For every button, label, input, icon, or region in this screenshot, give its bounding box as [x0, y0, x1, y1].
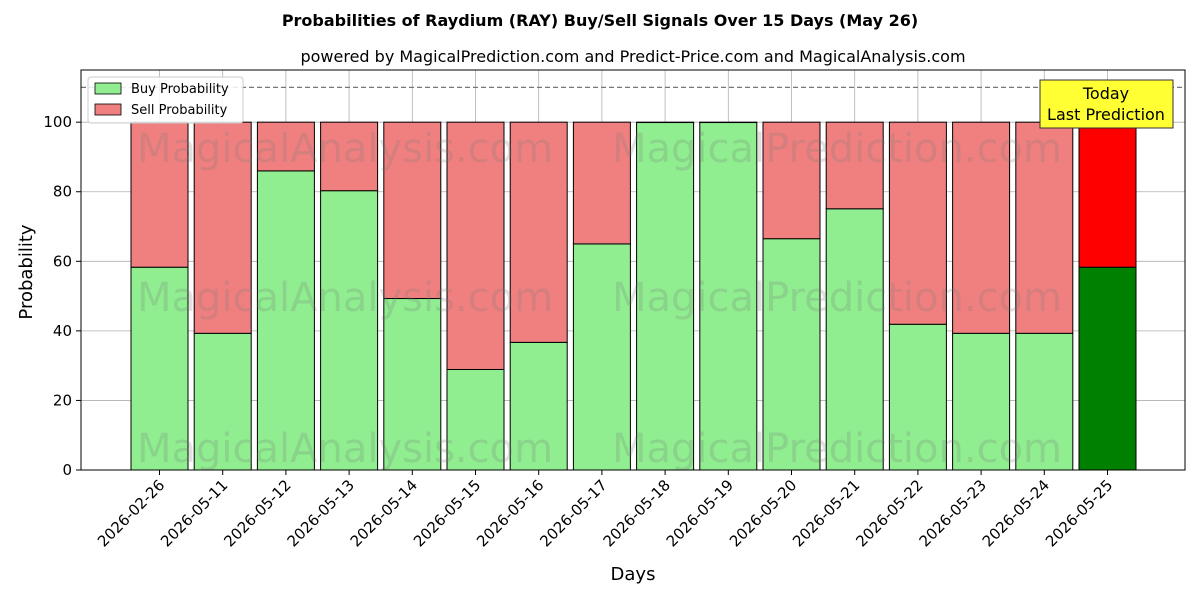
bar-buy	[320, 190, 379, 471]
legend-label-sell: Sell Probability	[131, 103, 228, 118]
x-tick-label: 2026-05-14	[347, 476, 421, 550]
x-tick-label: 2026-05-20	[726, 476, 800, 550]
plot-frame	[80, 69, 1186, 471]
x-tick-label: 2026-05-17	[536, 476, 610, 550]
watermark-text: MagicalPrediction.com	[612, 275, 1062, 321]
x-tick-label: 2026-05-19	[663, 476, 737, 550]
bar-sell	[256, 121, 315, 172]
bar-buy	[572, 243, 631, 471]
watermark-text: MagicalAnalysis.com	[137, 126, 553, 172]
y-axis-ticks: 0 20 40 60 80 100	[43, 113, 81, 479]
x-tick-label: 2026-05-15	[410, 476, 484, 550]
x-axis-label: Days	[611, 564, 656, 585]
x-tick-label: 2026-05-21	[789, 476, 863, 550]
bar-sell	[952, 121, 1011, 334]
y-tick-label: 80	[53, 183, 72, 201]
bar-buy	[1078, 266, 1137, 471]
y-tick-label: 20	[53, 391, 72, 409]
chart-subtitle: powered by MagicalPrediction.com and Pre…	[300, 47, 965, 66]
bar-buy	[636, 122, 695, 471]
annotation-line-2: Last Prediction	[1047, 105, 1165, 124]
x-tick-label: 2026-05-12	[220, 476, 294, 550]
bar-sell	[193, 121, 252, 334]
watermark-text: MagicalPrediction.com	[612, 126, 1062, 172]
bar-sell	[1015, 121, 1074, 334]
bar-sell	[762, 121, 821, 240]
bar-buy	[256, 170, 315, 471]
bar-sell	[383, 121, 442, 300]
x-tick-label: 2026-05-13	[284, 476, 358, 550]
watermark-group: MagicalAnalysis.com MagicalPrediction.co…	[137, 126, 1062, 472]
bar-buy	[952, 332, 1011, 471]
y-tick-label: 60	[53, 252, 72, 270]
bar-buy	[888, 323, 947, 471]
bars-group	[130, 121, 1137, 471]
bar-sell	[509, 121, 568, 343]
y-axis-label: Probability	[16, 224, 37, 319]
bar-sell	[320, 121, 379, 192]
x-tick-label: 2026-05-11	[157, 476, 231, 550]
legend: Buy Probability Sell Probability	[87, 76, 244, 124]
y-tick-label: 0	[62, 461, 72, 479]
x-tick-label: 2026-05-18	[600, 476, 674, 550]
x-tick-label: 2026-05-16	[473, 476, 547, 550]
bar-sell	[130, 121, 189, 268]
bar-sell	[825, 121, 884, 210]
x-tick-label: 2026-05-24	[979, 476, 1053, 550]
legend-swatch-buy	[94, 82, 122, 95]
chart-title: Probabilities of Raydium (RAY) Buy/Sell …	[282, 11, 918, 30]
legend-box	[87, 76, 244, 124]
watermark-text: MagicalPrediction.com	[612, 426, 1062, 472]
watermark-text: MagicalAnalysis.com	[137, 275, 553, 321]
x-tick-label: 2026-05-23	[916, 476, 990, 550]
x-tick-label: 2026-02-26	[94, 476, 168, 550]
bar-buy	[762, 238, 821, 471]
x-tick-label: 2026-05-25	[1042, 476, 1116, 550]
bar-sell	[888, 121, 947, 325]
today-annotation: Today Last Prediction	[1039, 79, 1174, 129]
bar-sell	[572, 121, 631, 245]
bar-buy	[383, 298, 442, 471]
y-tick-label: 40	[53, 322, 72, 340]
bar-buy	[509, 341, 568, 471]
annotation-box	[1039, 79, 1174, 129]
x-tick-label: 2026-05-22	[852, 476, 926, 550]
bar-sell	[1078, 121, 1137, 268]
bar-buy	[699, 122, 758, 471]
legend-swatch-sell	[94, 103, 122, 116]
y-tick-label: 100	[43, 113, 72, 131]
watermark-text: MagicalAnalysis.com	[137, 426, 553, 472]
annotation-line-1: Today	[1082, 84, 1129, 103]
x-axis-ticks: 2026-02-262026-05-112026-05-122026-05-13…	[94, 470, 1116, 550]
bar-sell	[446, 121, 505, 370]
bar-buy	[1015, 332, 1074, 471]
legend-label-buy: Buy Probability	[131, 82, 229, 97]
